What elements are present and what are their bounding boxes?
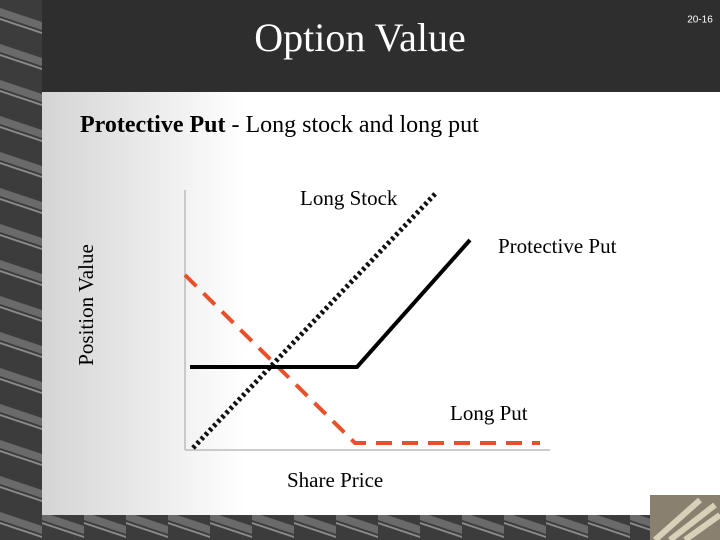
subtitle-bold: Protective Put bbox=[80, 112, 226, 138]
subtitle: Protective Put - Long stock and long put bbox=[80, 112, 479, 138]
long-stock-label: Long Stock bbox=[300, 186, 398, 210]
long-put-label: Long Put bbox=[450, 401, 528, 425]
protective-put-label: Protective Put bbox=[498, 234, 617, 258]
slide-number: 20-16 bbox=[687, 15, 713, 26]
title: Option Value bbox=[254, 15, 465, 60]
y-axis-label: Position Value bbox=[74, 244, 98, 366]
long-stock-line bbox=[191, 191, 438, 450]
content-area bbox=[42, 92, 720, 515]
corner-image-stripes bbox=[653, 497, 720, 540]
subtitle-rest: - Long stock and long put bbox=[226, 112, 480, 138]
long-put-line bbox=[183, 273, 540, 445]
protective-put-line bbox=[190, 238, 472, 369]
x-axis-label: Share Price bbox=[287, 468, 383, 492]
title-bar bbox=[42, 0, 720, 92]
